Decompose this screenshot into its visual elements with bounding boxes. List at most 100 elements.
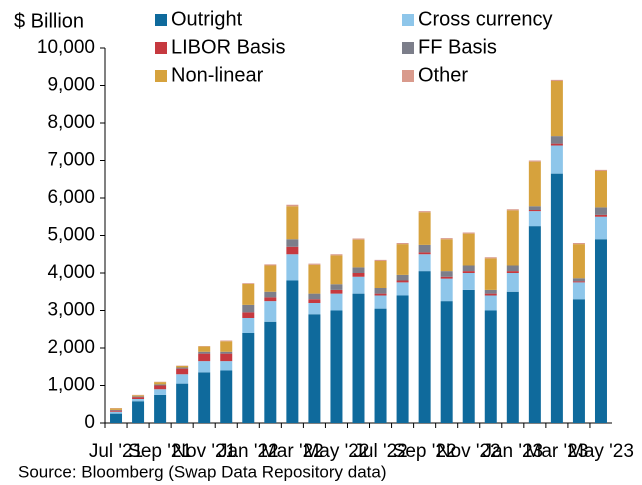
bar-segment <box>308 314 321 423</box>
bar-segment <box>352 276 365 294</box>
bar-segment <box>264 301 277 322</box>
bar-segment <box>110 413 123 423</box>
bar-segment <box>132 401 145 423</box>
bar-segment <box>220 340 233 342</box>
bar-segment <box>242 283 255 305</box>
bar-segment <box>440 301 453 423</box>
bar-segment <box>198 346 211 352</box>
bar-segment <box>440 238 453 240</box>
bar-segment <box>132 399 145 402</box>
bar-segment <box>110 408 123 410</box>
x-tick-label: Nov '22 <box>437 441 501 462</box>
bar-segment <box>462 289 475 423</box>
bar-segment <box>440 271 453 277</box>
bar-segment <box>330 293 343 311</box>
bar-segment <box>506 273 519 292</box>
x-tick-label: Jan '23 <box>482 441 543 462</box>
bar-segment <box>220 370 233 423</box>
bar-segment <box>176 383 189 423</box>
bar-segment <box>308 299 321 303</box>
bar-segment <box>264 321 277 423</box>
bar-segment <box>484 257 497 259</box>
bar-segment <box>198 372 211 423</box>
bar-segment <box>352 267 365 273</box>
legend-label: Other <box>418 64 468 86</box>
bar-segment <box>462 273 475 290</box>
bar-segment <box>550 79 563 81</box>
bar-segment <box>440 278 453 302</box>
bar-segment <box>352 239 365 268</box>
bar-segment <box>594 169 607 171</box>
legend-label: FF Basis <box>418 36 497 58</box>
bar-segment <box>154 385 167 390</box>
legend-label: Cross currency <box>418 8 552 30</box>
bar-segment <box>308 293 321 300</box>
x-tick-label: Nov '21 <box>172 441 236 462</box>
bar-segment <box>308 303 321 315</box>
y-tick-label: 4,000 <box>47 262 95 283</box>
bar-segment <box>462 271 475 273</box>
y-tick-label: 8,000 <box>47 112 95 133</box>
bar-segment <box>242 283 255 284</box>
bar-segment <box>418 211 431 213</box>
bar-segment <box>198 353 211 362</box>
bar-segment <box>594 171 607 208</box>
bar-segment <box>550 136 563 144</box>
bar-segment <box>286 206 299 240</box>
bar-segment <box>242 318 255 333</box>
bar-segment <box>220 341 233 352</box>
y-tick-label: 1,000 <box>47 375 95 396</box>
bar-segment <box>374 295 387 309</box>
bar-segment <box>418 271 431 423</box>
bar-segment <box>594 216 607 240</box>
bar-segment <box>198 351 211 354</box>
bar-segment <box>132 395 145 397</box>
bar-segment <box>484 310 497 423</box>
bar-segment <box>154 384 167 386</box>
bar-segment <box>484 293 497 296</box>
bar-segment <box>176 367 189 369</box>
bar-segment <box>528 161 541 207</box>
bar-segment <box>506 271 519 273</box>
bar-segment <box>330 254 343 256</box>
bar-segment <box>396 282 409 296</box>
bar-segment <box>264 297 277 302</box>
bar-segment <box>176 368 189 375</box>
bar-segment <box>572 282 585 300</box>
bar-segment <box>198 361 211 373</box>
bar-segment <box>594 214 607 217</box>
bar-segment <box>330 284 343 290</box>
bar-segment <box>506 291 519 423</box>
bar-segment <box>594 239 607 423</box>
bar-segment <box>572 278 585 282</box>
bar-segment <box>506 210 519 266</box>
bar-segment <box>418 212 431 245</box>
bar-segment <box>286 280 299 423</box>
bar-segment <box>484 295 497 311</box>
y-tick-label: 3,000 <box>47 300 95 321</box>
bar-segment <box>462 265 475 272</box>
y-tick-label: 6,000 <box>47 187 95 208</box>
y-tick-label: 0 <box>84 412 95 433</box>
bar-segment <box>484 289 497 294</box>
bar-segment <box>440 276 453 279</box>
bar-segment <box>286 204 299 207</box>
bar-segment <box>352 293 365 423</box>
y-tick-label: 2,000 <box>47 337 95 358</box>
bar-segment <box>154 382 167 385</box>
bar-segment <box>264 265 277 292</box>
bar-segment <box>374 288 387 294</box>
legend-swatch <box>402 42 414 54</box>
bar-segment <box>330 255 343 285</box>
bar-segment <box>528 210 541 212</box>
bar-segment <box>132 396 145 398</box>
bar-segment <box>528 211 541 227</box>
legend-swatch <box>155 70 167 82</box>
bar-segment <box>264 264 277 266</box>
legend-swatch <box>402 70 414 82</box>
legend-label: LIBOR Basis <box>171 36 285 58</box>
x-tick-label: Jul '21 <box>89 441 143 462</box>
source-note: Source: Bloomberg (Swap Data Repository … <box>18 462 387 481</box>
bar-segment <box>396 243 409 245</box>
